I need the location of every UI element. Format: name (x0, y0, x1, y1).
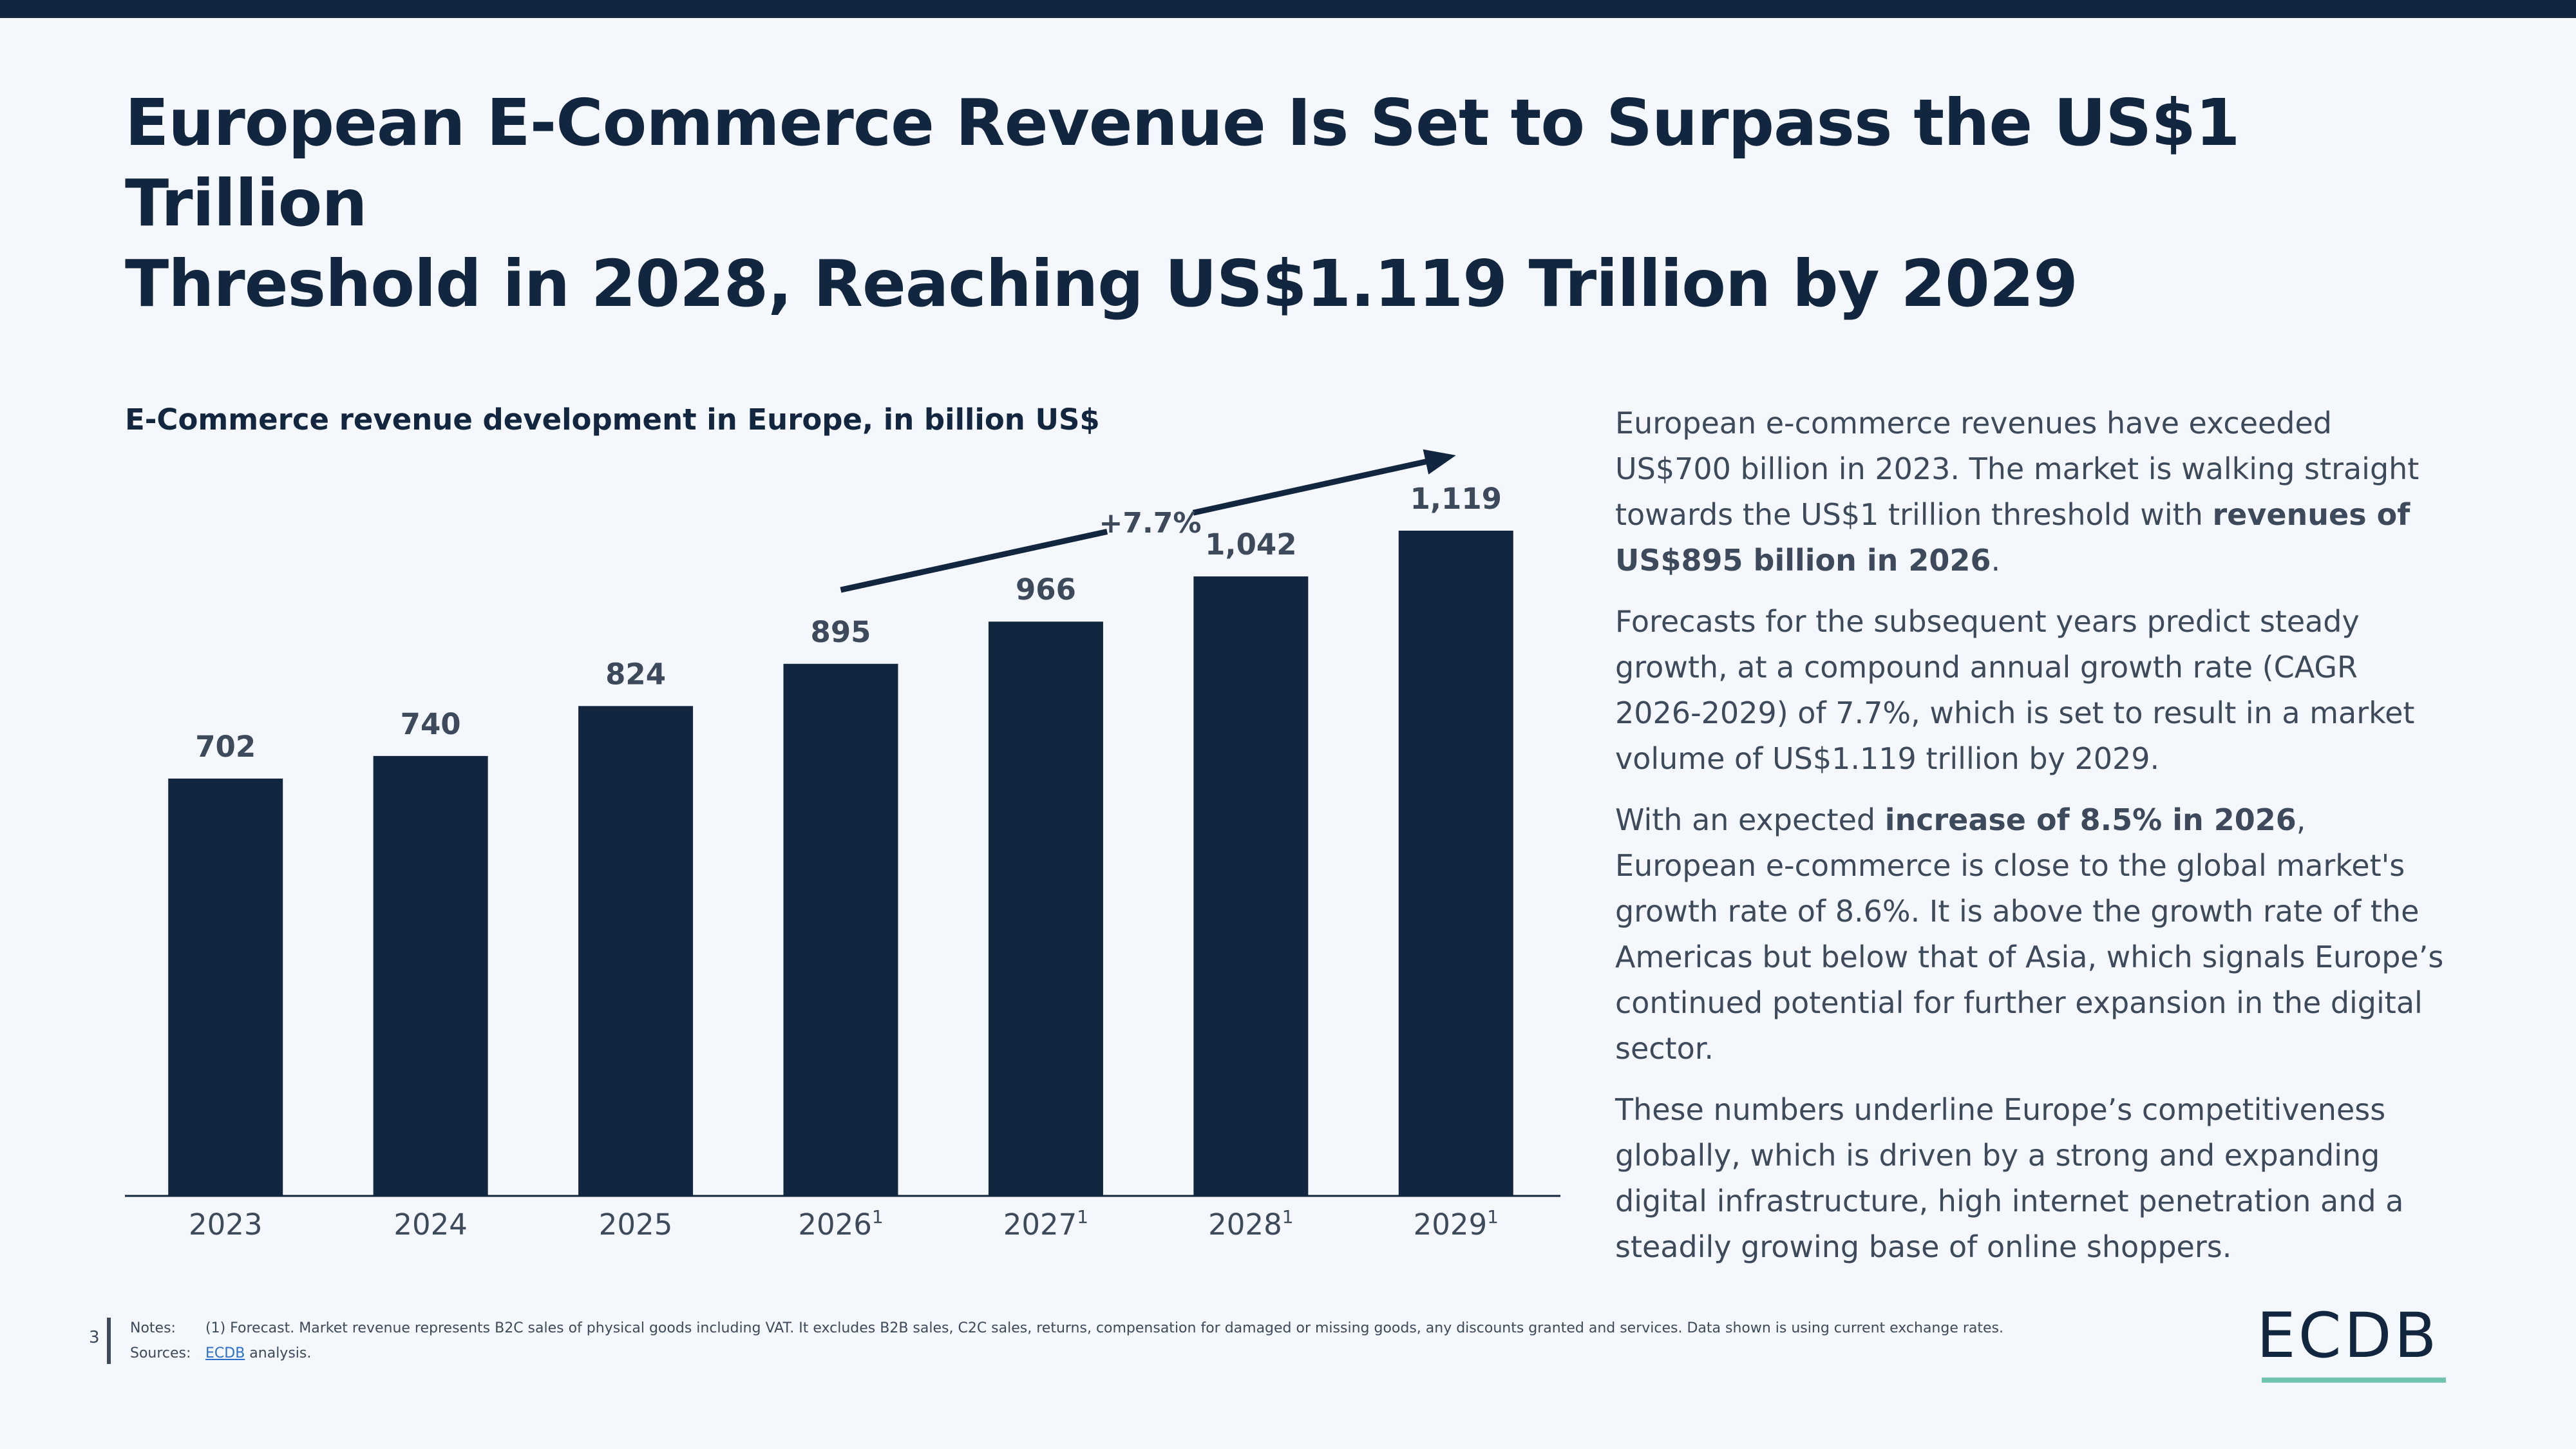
x-tick-label: 20291 (1414, 1206, 1499, 1242)
paragraph-text: Forecasts for the subsequent years predi… (1615, 604, 2415, 776)
highlight-text: revenues of US$895 billion in 2026 (1615, 497, 2410, 578)
bar-2024 (373, 755, 488, 1196)
x-tick-label: 2023 (189, 1208, 263, 1242)
title-line: European E-Commerce Revenue Is Set to Su… (125, 85, 2240, 241)
paragraph: European e-commerce revenues have exceed… (1615, 401, 2452, 583)
forecast-superscript: 1 (1487, 1206, 1499, 1227)
data-label: 702 (195, 730, 256, 764)
bar-2028 (1193, 576, 1309, 1196)
logo-underline (2262, 1378, 2446, 1383)
sources-label: Sources: (130, 1345, 191, 1361)
arrow-head-icon (1423, 449, 1456, 475)
forecast-superscript: 1 (872, 1206, 884, 1227)
x-tick-label: 20281 (1208, 1206, 1293, 1242)
forecast-superscript: 1 (1077, 1206, 1088, 1227)
x-tick-label: 20261 (798, 1206, 883, 1242)
paragraph: These numbers underline Europe’s competi… (1615, 1087, 2452, 1270)
body-text: European e-commerce revenues have exceed… (1615, 401, 2452, 1285)
title-line: Threshold in 2028, Reaching US$1.119 Tri… (125, 246, 2078, 321)
x-tick-label: 2024 (393, 1208, 468, 1242)
top-bar (0, 0, 2576, 18)
data-label: 1,119 (1410, 482, 1502, 516)
paragraph-text: . (1991, 543, 2001, 578)
page-number: 3 (89, 1328, 100, 1347)
data-label: 966 (1016, 573, 1076, 607)
paragraph-text: European e-commerce revenues have exceed… (1615, 406, 2420, 532)
x-tick-label: 20271 (1003, 1206, 1088, 1242)
bar-2025 (578, 706, 694, 1196)
paragraph: With an expected increase of 8.5% in 202… (1615, 797, 2452, 1072)
data-label: 1,042 (1205, 527, 1296, 562)
forecast-superscript: 1 (1282, 1206, 1294, 1227)
paragraph-text: With an expected (1615, 802, 1885, 837)
page-title: European E-Commerce Revenue Is Set to Su… (125, 82, 2315, 324)
notes-text: (1) Forecast. Market revenue represents … (205, 1320, 2004, 1336)
bar-2026 (783, 663, 898, 1196)
x-tick-label: 2025 (599, 1208, 673, 1242)
cagr-arrow-line (840, 529, 1108, 593)
highlight-text: increase of 8.5% in 2026 (1884, 802, 2297, 837)
bar-2027 (988, 621, 1103, 1196)
cagr-arrow-line (1192, 455, 1444, 516)
footer-divider (107, 1318, 111, 1364)
paragraph-text: , European e-commerce is close to the gl… (1615, 802, 2444, 1066)
cagr-label: +7.7% (1099, 507, 1202, 540)
ecdb-link[interactable]: ECDB (205, 1345, 245, 1361)
data-label: 824 (605, 657, 666, 691)
paragraph-text: These numbers underline Europe’s competi… (1615, 1092, 2404, 1264)
sources-suffix: analysis. (245, 1345, 312, 1361)
ecdb-logo: ECDB (2257, 1300, 2439, 1372)
bar-2023 (168, 778, 283, 1196)
paragraph: Forecasts for the subsequent years predi… (1615, 599, 2452, 782)
notes-label: Notes: (130, 1320, 176, 1336)
data-label: 895 (811, 615, 871, 649)
bar-2029 (1398, 531, 1513, 1196)
data-label: 740 (401, 707, 461, 741)
chart-title: E-Commerce revenue development in Europe… (125, 402, 1100, 437)
sources-text: ECDB analysis. (205, 1345, 311, 1361)
